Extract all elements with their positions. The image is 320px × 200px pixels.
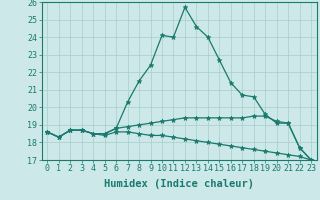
X-axis label: Humidex (Indice chaleur): Humidex (Indice chaleur) (104, 179, 254, 189)
